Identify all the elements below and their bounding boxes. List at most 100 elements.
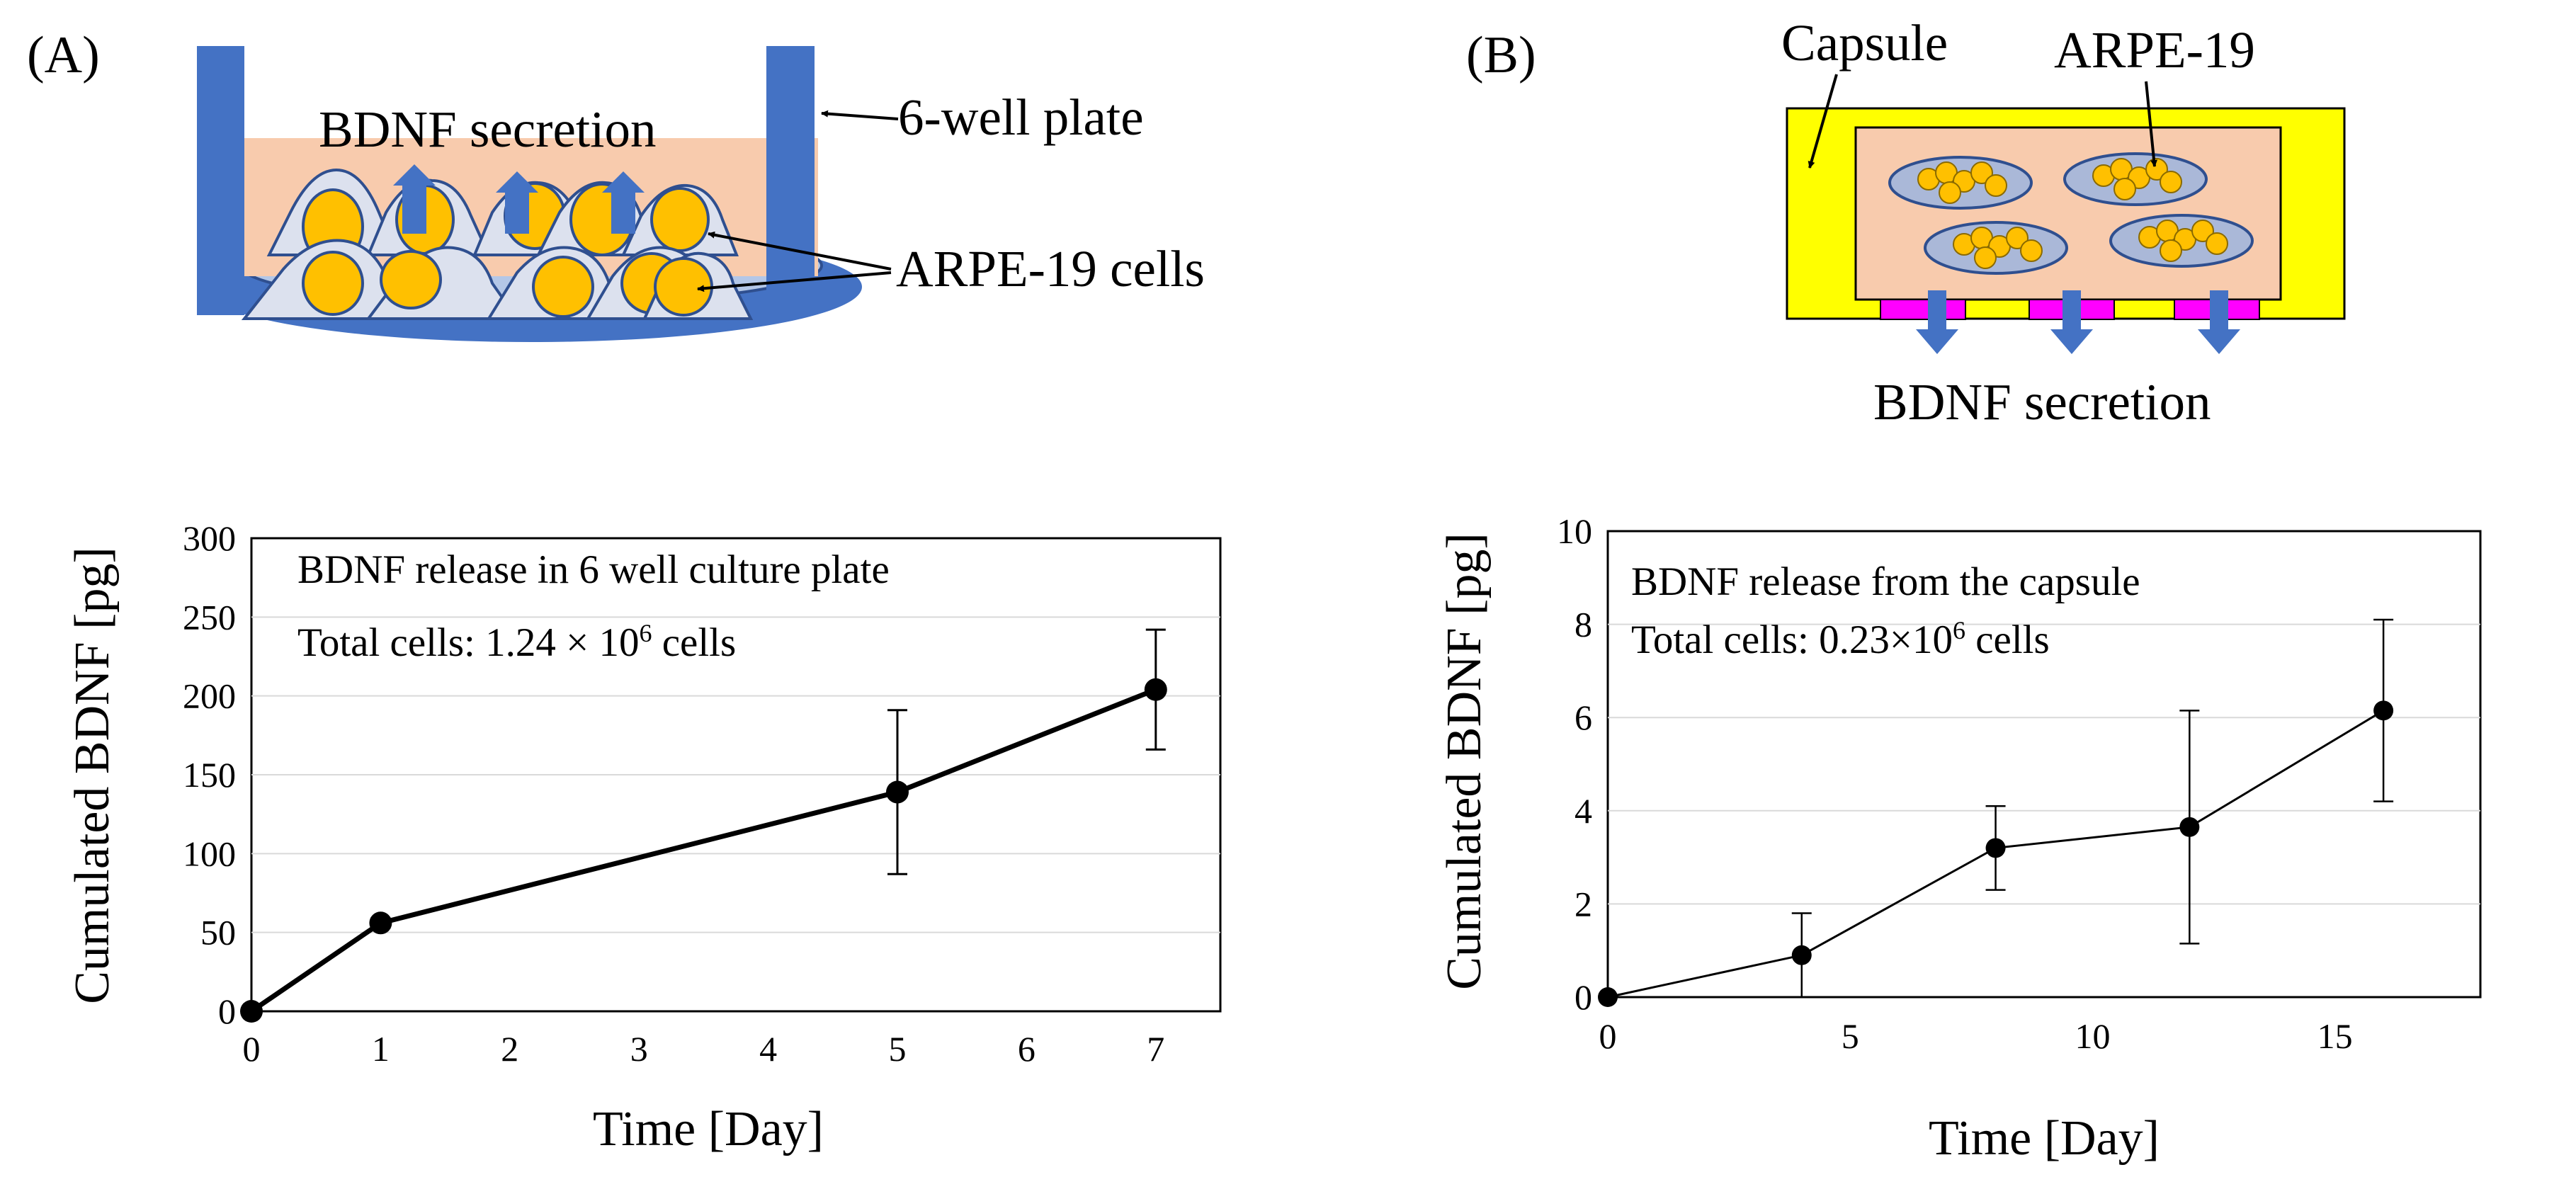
capsule-secretion-arrows [1916,290,2240,354]
chart-b-data-point [1598,987,1618,1007]
cell-cluster [1924,221,2068,275]
chart-a-xticks: 0 1 2 3 4 5 6 7 [243,1029,1165,1069]
chart-a-ytick-label: 0 [218,991,236,1031]
down-arrow-icon [2050,290,2093,354]
cell-cluster [2063,152,2208,206]
panel-b-capsule-label: Capsule [1781,14,1948,72]
chart-a-xlabel: Time [Day] [593,1102,824,1156]
cells-pointer [2145,81,2158,167]
chart-b-xticks: 0 5 10 15 [1599,1016,2353,1056]
chart-a-yticks: 0 50 100 150 200 250 300 [183,518,236,1031]
chart-b-subtitle: Total cells: 0.23×106 cells [1631,616,2050,662]
chart-b-ytick-label: 8 [1574,605,1592,644]
secretion-arrows [393,164,645,234]
chart-b-ytick-label: 6 [1574,698,1592,737]
chart-b-ylabel: Cumulated BDNF [pg] [1437,533,1492,990]
chart-b-xlabel: Time [Day] [1929,1111,2160,1166]
cell-nucleus [380,250,442,309]
down-arrow-icon [1916,290,1958,354]
chart-a-ytick-label: 250 [183,597,236,637]
chart-a-title: BDNF release in 6 well culture plate [297,547,890,592]
up-arrow-icon [496,171,538,234]
chart-a-xtick-label: 4 [759,1029,777,1069]
cells-pointer-lower [697,271,892,292]
membrane-window [1880,299,1966,320]
chart-a-points [240,678,1167,1023]
cell-cluster [1888,156,2033,210]
cell-nucleus [650,187,710,252]
chart-b-subtitle-prefix: Total cells: 0.23×10 [1631,618,1953,662]
panel-a-plate-label: 6-well plate [898,89,1144,146]
chart-a-data-point [886,780,909,804]
panel-a-secretion-label: BDNF secretion [319,101,656,158]
chart-b-plot-area [1606,530,2482,999]
cell-nucleus [302,251,364,316]
capsule-chamber [1854,126,2282,301]
chart-a-xtick-label: 2 [501,1029,518,1069]
chart-a-ytick-label: 50 [200,913,236,953]
plate-wall-right [766,46,815,315]
chart-b-data-point [1985,838,2006,858]
chart-a-subtitle-suffix: cells [652,620,737,665]
chart-b-ytick-label: 10 [1557,511,1592,551]
chart-a-data-point [240,1000,263,1023]
chart-a-data-point [369,911,392,935]
down-arrow-icon [2198,290,2240,354]
chart-b-xtick-label: 5 [1842,1016,1859,1056]
panel-b-diagram: (B) [1466,14,2346,431]
chart-a-ytick-label: 100 [183,834,236,873]
chart-a-ytick-label: 200 [183,676,236,716]
chart-a-xtick-label: 7 [1147,1029,1164,1069]
chart-a-series-line [250,687,1157,1013]
panel-a-diagram: (A) [27,26,1205,342]
chart-b-points [1598,700,2394,1007]
chart-b: 0 2 4 6 8 10 0 5 10 15 BDNF release from the cap… [1437,511,2482,1166]
chart-a-xtick-label: 3 [630,1029,648,1069]
chart-a-subtitle-exponent: 6 [640,619,652,647]
chart-b-errorbars [1791,618,2394,999]
chart-b-xtick-label: 0 [1599,1016,1617,1056]
chart-b-data-point [2373,700,2394,721]
chart-b-ytick-label: 0 [1574,977,1592,1017]
cell-cluster [2109,214,2254,268]
chart-a: 0 50 100 150 200 250 300 0 1 2 3 4 5 6 7 BDNF release… [65,518,1222,1156]
chart-a-xtick-label: 6 [1018,1029,1035,1069]
cells-layer-front [241,239,754,320]
microcarrier-clusters [1888,152,2254,275]
up-arrow-icon [393,164,436,234]
cells-pointer-upper [708,231,892,271]
chart-a-ylabel: Cumulated BDNF [pg] [65,547,120,1004]
chart-a-ytick-label: 300 [183,518,236,558]
chart-b-grid [1608,623,2480,905]
chart-a-ytick-label: 150 [183,755,236,795]
chart-b-data-point [2179,817,2200,837]
chart-b-yticks: 0 2 4 6 8 10 [1557,511,1592,1017]
chart-a-subtitle-prefix: Total cells: 1.24 × 10 [297,620,640,665]
panel-b-label: (B) [1466,26,1536,84]
chart-a-xtick-label: 5 [889,1029,907,1069]
capsule-pointer [1808,74,1838,169]
chart-b-ytick-label: 2 [1574,884,1592,923]
cell-nucleus [532,256,594,318]
chart-b-ytick-label: 4 [1574,791,1592,831]
chart-b-xtick-label: 10 [2075,1016,2110,1056]
up-arrow-icon [602,171,645,234]
chart-b-subtitle-suffix: cells [1965,618,2050,662]
cell-nucleus [654,257,713,317]
chart-a-xtick-label: 1 [372,1029,390,1069]
chart-b-title: BDNF release from the capsule [1631,559,2140,604]
panel-b-secretion-label: BDNF secretion [1873,373,2211,431]
chart-b-xtick-label: 15 [2317,1016,2353,1056]
panel-a-label: (A) [27,26,100,84]
chart-a-grid [251,616,1220,933]
panel-b-cells-label: ARPE-19 [2054,21,2255,79]
chart-b-data-point [1791,945,1812,965]
chart-b-subtitle-exponent: 6 [1953,616,1965,644]
plate-pointer [821,110,899,120]
plate-wall-left [197,46,244,315]
chart-a-xtick-label: 0 [243,1029,261,1069]
panel-a-cells-label: ARPE-19 cells [896,240,1205,297]
chart-a-data-point [1144,678,1167,701]
chart-a-subtitle: Total cells: 1.24 × 106 cells [297,619,736,665]
